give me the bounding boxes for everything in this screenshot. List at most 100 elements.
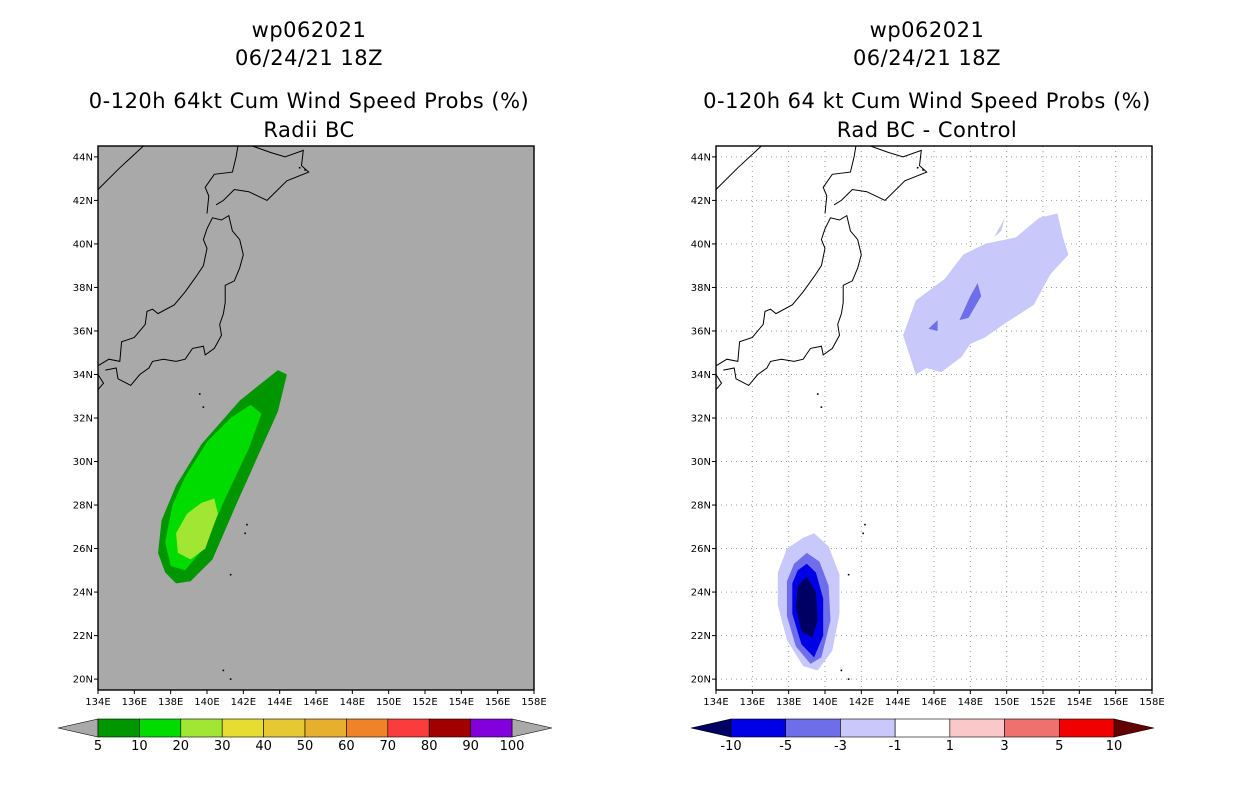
y-tick-label: 28N <box>691 501 711 512</box>
left-storm-id: wp062021 <box>251 18 367 42</box>
island-marker <box>847 678 850 680</box>
legend-label: 40 <box>255 739 272 754</box>
x-tick-label: 150E <box>376 697 401 708</box>
y-tick-label: 28N <box>73 501 93 512</box>
legend-label: 3 <box>1000 739 1008 754</box>
x-tick-label: 134E <box>703 697 728 708</box>
legend-end-triangle <box>690 718 732 738</box>
coastline <box>97 214 244 387</box>
coastline <box>715 374 723 391</box>
legend-label: 100 <box>500 739 525 754</box>
x-tick-label: 142E <box>849 697 874 708</box>
y-tick-label: 40N <box>73 239 93 250</box>
y-tick-label: 30N <box>73 457 93 468</box>
x-tick-label: 146E <box>303 697 328 708</box>
x-tick-label: 134E <box>85 697 110 708</box>
legend-color-cell <box>263 718 306 738</box>
x-tick-label: 152E <box>1030 697 1055 708</box>
legend-label: 30 <box>214 739 231 754</box>
y-tick-label: 34N <box>691 370 711 381</box>
y-tick-label: 38N <box>73 283 93 294</box>
y-tick-label: 40N <box>691 239 711 250</box>
x-tick-label: 136E <box>122 697 147 708</box>
legend-end-triangle <box>57 718 99 738</box>
island-marker <box>244 532 246 535</box>
right-chart-title: 0-120h 64 kt Cum Wind Speed Probs (%) <box>703 89 1151 113</box>
x-tick-label: 140E <box>812 697 837 708</box>
legend-label: 60 <box>338 739 355 754</box>
x-tick-label: 138E <box>776 697 801 708</box>
legend-label: -5 <box>779 739 792 754</box>
y-tick-label: 42N <box>73 196 93 207</box>
x-tick-label: 144E <box>885 697 910 708</box>
right-storm-id: wp062021 <box>869 18 985 42</box>
legend-label: -1 <box>889 739 902 754</box>
y-tick-label: 36N <box>73 326 93 337</box>
island-marker <box>304 169 306 171</box>
legend-color-cell <box>346 718 389 738</box>
x-tick-label: 136E <box>740 697 765 708</box>
x-tick-label: 156E <box>1103 697 1128 708</box>
legend-color-cell <box>180 718 223 738</box>
legend-color-cell <box>304 718 347 738</box>
legend-label: 20 <box>173 739 190 754</box>
plot-background <box>98 146 534 690</box>
coastline <box>822 145 928 214</box>
x-tick-label: 150E <box>994 697 1019 708</box>
legend-color-cell <box>840 718 896 738</box>
right-chart-subtitle: Rad BC - Control <box>836 118 1018 142</box>
x-tick-label: 154E <box>449 697 474 708</box>
legend-label: 70 <box>380 739 397 754</box>
y-tick-label: 24N <box>73 588 93 599</box>
y-tick-label: 22N <box>73 631 93 642</box>
island-marker <box>229 573 232 576</box>
x-tick-label: 152E <box>412 697 437 708</box>
left-date: 06/24/21 18Z <box>234 46 384 70</box>
y-tick-label: 44N <box>691 152 711 163</box>
right-map-figure: 20N 22N 24N 26N 28N 30N 32N 34N 36N 38N 40N 42N 44N 1… <box>690 145 1165 754</box>
island-marker <box>202 406 205 408</box>
legend-label: 90 <box>462 739 479 754</box>
legend-color-cell <box>949 718 1005 738</box>
y-tick-label: 26N <box>73 544 93 555</box>
island-marker <box>862 532 864 535</box>
legend-label: 80 <box>421 739 438 754</box>
y-tick-label: 20N <box>691 675 711 686</box>
left-chart-title: 0-120h 64kt Cum Wind Speed Probs (%) <box>88 89 530 113</box>
coastline <box>715 145 762 190</box>
contour-region <box>928 320 938 331</box>
legend-color-cell <box>470 718 513 738</box>
legend-label: 50 <box>297 739 314 754</box>
y-tick-label: 32N <box>73 414 93 425</box>
island-marker <box>922 169 924 171</box>
right-panel: wp062021 06/24/21 18Z 0-120h 64 kt Cum W… <box>618 0 1236 800</box>
y-tick-label: 44N <box>73 152 93 163</box>
left-panel: wp062021 06/24/21 18Z 0-120h 64kt Cum Wi… <box>57 18 553 754</box>
y-tick-label: 30N <box>691 457 711 468</box>
right-date: 06/24/21 18Z <box>852 46 1002 70</box>
x-tick-label: 156E <box>485 697 510 708</box>
legend-label: 5 <box>94 739 102 754</box>
x-tick-label: 142E <box>231 697 256 708</box>
y-tick-label: 36N <box>691 326 711 337</box>
contour-region <box>176 498 218 560</box>
y-tick-label: 42N <box>691 196 711 207</box>
y-tick-label: 34N <box>73 370 93 381</box>
coastline <box>97 145 144 190</box>
y-tick-label: 38N <box>691 283 711 294</box>
y-tick-label: 32N <box>691 414 711 425</box>
legend-color-cell <box>894 718 951 738</box>
legend-color-cell <box>387 718 430 738</box>
legend-color-cell <box>785 718 841 738</box>
coastline <box>715 214 862 387</box>
legend-end-triangle <box>1113 718 1155 738</box>
x-tick-label: 144E <box>267 697 292 708</box>
y-tick-label: 22N <box>691 631 711 642</box>
x-tick-label: 138E <box>158 697 183 708</box>
island-marker <box>840 669 843 672</box>
legend-label: -10 <box>720 739 741 754</box>
legend-color-cell <box>221 718 264 738</box>
x-tick-label: 140E <box>194 697 219 708</box>
island-marker <box>246 523 248 526</box>
island-marker <box>847 573 850 576</box>
